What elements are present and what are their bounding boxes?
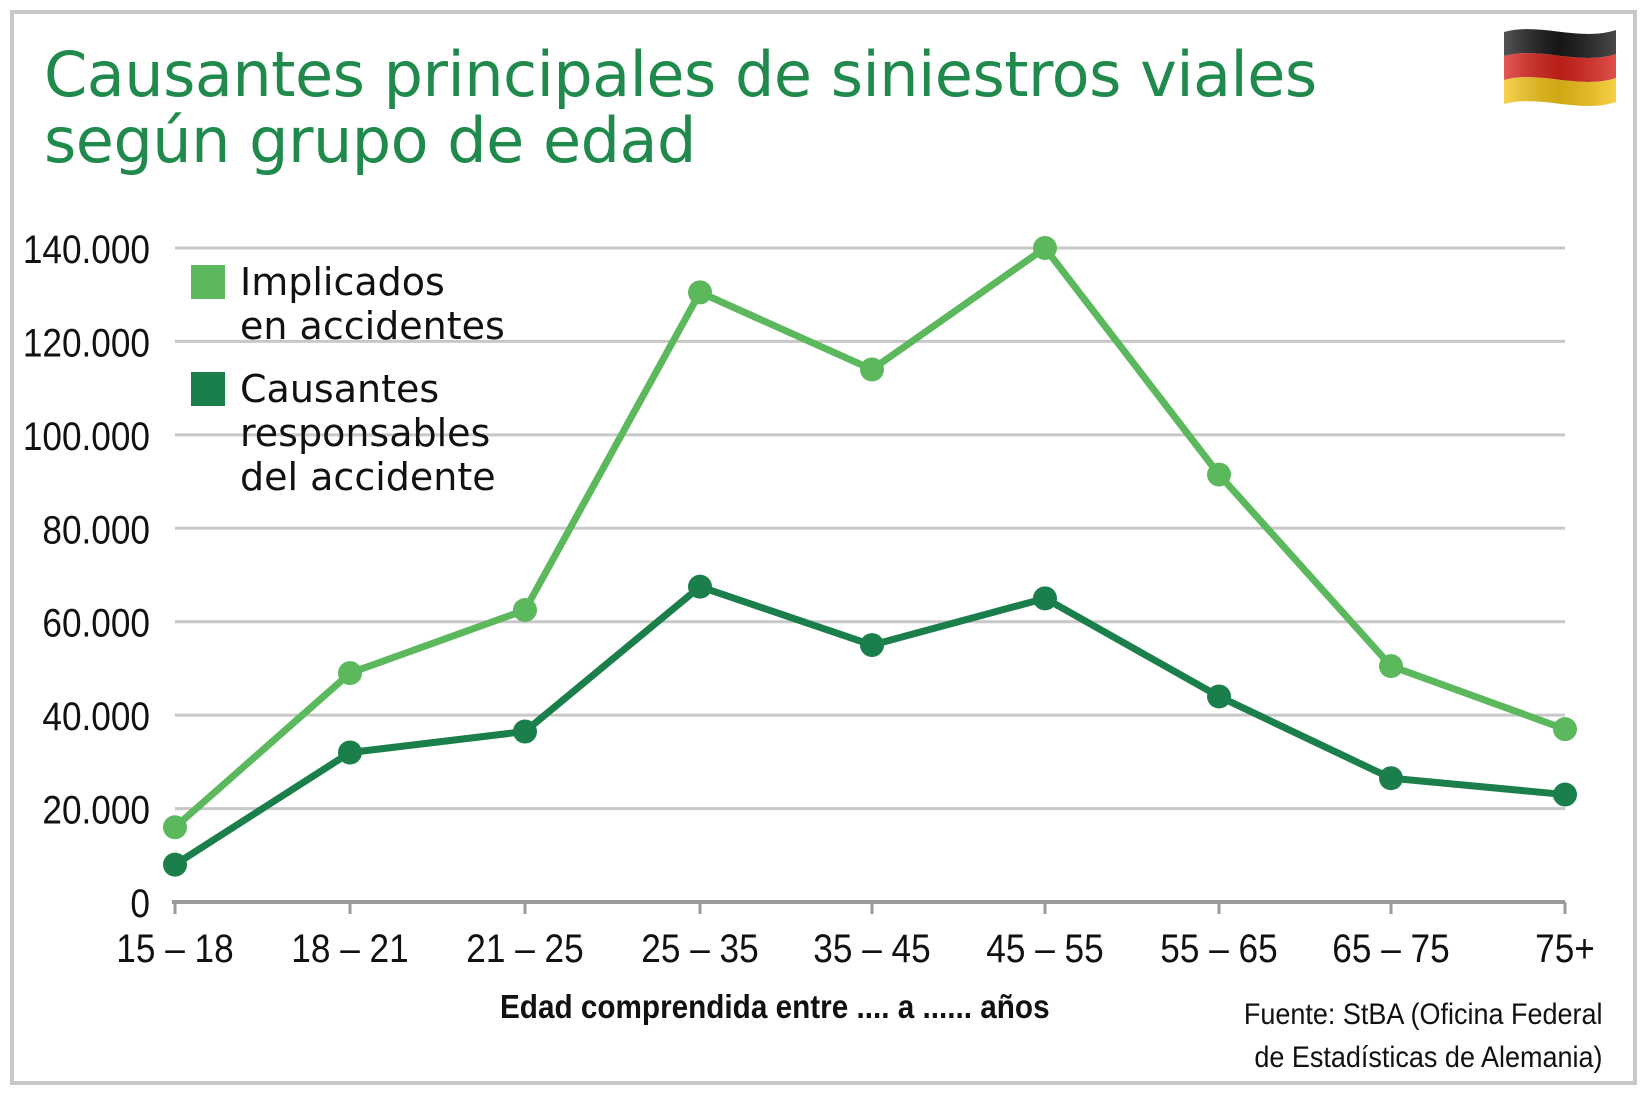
x-tick-label: 45 – 55 (986, 926, 1103, 971)
data-point (688, 280, 712, 305)
y-tick-label: 40.000 (42, 694, 150, 739)
chart-title: Causantes principales de siniestros vial… (44, 38, 1317, 177)
y-tick-label: 20.000 (42, 787, 150, 832)
data-point (513, 719, 537, 744)
data-point (860, 633, 884, 658)
data-point (1379, 766, 1403, 791)
y-tick-label: 120.000 (23, 320, 150, 365)
legend-swatch (191, 372, 225, 406)
data-point (1033, 236, 1057, 260)
x-tick-label: 18 – 21 (291, 926, 408, 971)
y-tick-label: 60.000 (42, 601, 150, 646)
x-tick-label: 55 – 65 (1160, 926, 1277, 971)
data-point (338, 740, 362, 765)
legend-label: Implicados (240, 260, 445, 304)
data-point (338, 661, 362, 686)
source-line-2: de Estadísticas de Alemania) (1254, 1041, 1603, 1074)
y-tick-label: 0 (130, 881, 150, 926)
x-tick-label: 25 – 35 (641, 926, 758, 971)
data-point (1553, 717, 1577, 742)
data-point (1207, 684, 1231, 709)
x-tick-label: 35 – 45 (813, 926, 930, 971)
chart-frame (10, 10, 1637, 1085)
germany-flag-icon (1504, 29, 1616, 106)
y-tick-label: 80.000 (42, 507, 150, 552)
legend-swatch (191, 265, 225, 299)
source-note: Fuente: StBA (Oficina Federal de Estadís… (1244, 993, 1603, 1079)
data-point (860, 357, 884, 382)
x-axis-title: Edad comprendida entre .... a ...... año… (500, 988, 1050, 1025)
data-point (1033, 586, 1057, 611)
legend-label: responsables (240, 411, 490, 455)
y-tick-label: 140.000 (23, 227, 150, 272)
source-line-1: Fuente: StBA (Oficina Federal (1244, 998, 1603, 1031)
legend-label: Causantes (240, 367, 439, 411)
x-tick-label: 15 – 18 (116, 926, 233, 971)
data-point (1553, 782, 1577, 807)
data-point (688, 574, 712, 599)
data-point (1207, 462, 1231, 487)
legend-label: del accidente (240, 455, 496, 499)
legend-label: en accidentes (240, 304, 505, 348)
data-point (163, 815, 187, 840)
x-tick-label: 75+ (1535, 926, 1595, 971)
data-point (163, 852, 187, 877)
data-point (513, 598, 537, 623)
x-tick-label: 65 – 75 (1332, 926, 1449, 971)
data-point (1379, 654, 1403, 679)
x-tick-label: 21 – 25 (466, 926, 583, 971)
y-tick-label: 100.000 (23, 414, 150, 459)
